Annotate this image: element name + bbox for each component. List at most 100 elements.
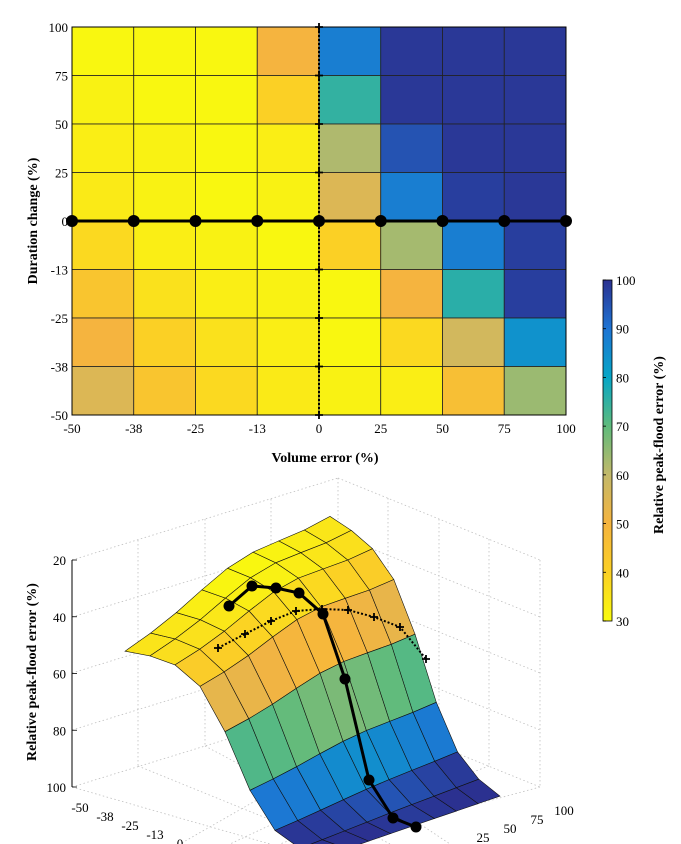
vertical-profile-marker <box>315 23 323 31</box>
heatmap-y-tick-labels: 100 75 50 25 0 -13 -25 -38 -50 <box>49 20 69 423</box>
heatmap-x-tick: 0 <box>316 421 323 436</box>
surface-circle-marker <box>363 774 375 786</box>
surface-circle-marker <box>410 821 422 833</box>
heatmap-cell <box>71 220 135 270</box>
vertical-profile-marker <box>315 314 323 322</box>
heatmap-y-tick: 75 <box>55 69 68 84</box>
surface-plus-marker <box>344 606 352 614</box>
surface-mesh <box>124 516 501 844</box>
surface-z-tick-label: 60 <box>53 667 66 682</box>
heatmap-y-tick: 100 <box>49 20 69 35</box>
surface-circle-marker <box>223 600 235 612</box>
colorbar-tick-label: 50 <box>616 517 629 532</box>
heatmap-cell <box>318 269 382 319</box>
colorbar-label: Relative peak-flood error (%) <box>652 356 667 534</box>
heatmap-cell <box>256 220 320 270</box>
heatmap-cell <box>256 317 320 367</box>
heatmap-cell <box>380 26 443 76</box>
heatmap-cell <box>503 269 567 319</box>
heatmap-cell <box>442 75 505 125</box>
heatmap-cell <box>71 172 135 222</box>
heatmap-cell <box>71 269 135 319</box>
heatmap-cell <box>318 75 382 125</box>
heatmap-x-tick: 75 <box>498 421 511 436</box>
surface-z-axis-label: Relative peak-flood error (%) <box>25 583 40 761</box>
heatmap-cell <box>71 123 135 173</box>
heatmap-cell <box>380 269 443 319</box>
heatmap-cell <box>195 26 258 76</box>
heatmap-cell <box>503 123 567 173</box>
colorbar-tick-label: 70 <box>616 419 629 434</box>
heatmap-cell <box>133 220 196 270</box>
surface-x-tick-label: 0 <box>177 836 184 844</box>
heatmap-cell <box>380 172 443 222</box>
horizontal-profile-marker <box>313 215 325 227</box>
heatmap-cell <box>503 26 567 76</box>
heatmap-cell <box>195 317 258 367</box>
heatmap-cell <box>71 317 135 367</box>
heatmap-cell <box>133 75 196 125</box>
heatmap-cell <box>503 220 567 270</box>
heatmap-cell <box>195 220 258 270</box>
surface-chart: 20 40 60 80 100 -50 -38 -25 -13 0 25 50 75 100 Rela… <box>25 477 574 844</box>
heatmap-cell <box>256 123 320 173</box>
vertical-profile-marker <box>315 265 323 274</box>
surface-y-tick-labels: 25 50 75 100 <box>477 803 574 844</box>
heatmap-cell <box>133 172 196 222</box>
heatmap-cell <box>318 220 382 270</box>
heatmap-cell <box>503 317 567 367</box>
surface-y-tick-label: 75 <box>531 812 544 827</box>
vertical-profile-marker <box>315 362 323 371</box>
heatmap-x-tick: -38 <box>125 421 142 436</box>
surface-y-tick-label: 100 <box>554 803 574 818</box>
surface-profile-lines <box>214 580 430 833</box>
heatmap-y-tick: -25 <box>51 311 68 326</box>
heatmap-y-tick: -13 <box>51 263 68 278</box>
surface-z-tick-label: 40 <box>53 610 66 625</box>
heatmap-cell <box>195 172 258 222</box>
heatmap-y-axis-label: Duration change (%) <box>26 157 41 284</box>
heatmap-cell <box>380 75 443 125</box>
vertical-profile-marker <box>315 168 323 177</box>
colorbar-gradient <box>602 279 613 622</box>
vertical-profile-marker <box>315 71 323 80</box>
heatmap-cell <box>195 123 258 173</box>
heatmap-cell <box>442 172 505 222</box>
surface-circle-marker <box>293 587 305 599</box>
colorbar-tick-label: 100 <box>616 273 636 288</box>
surface-x-tick-label: -38 <box>96 809 113 824</box>
heatmap-cell <box>256 26 320 76</box>
surface-circle-marker <box>317 608 329 620</box>
horizontal-profile-marker <box>251 215 264 227</box>
surface-plus-marker <box>292 607 300 615</box>
heatmap-cell <box>256 75 320 125</box>
heatmap-cell <box>318 317 382 367</box>
surface-y-tick-label: 25 <box>477 830 490 844</box>
heatmap-cell <box>442 123 505 173</box>
surface-z-tick-label: 20 <box>53 553 66 568</box>
heatmap-chart: -50 -38 -25 -13 0 25 50 75 100 1007550250-13-25-… <box>26 20 576 466</box>
vertical-profile-marker <box>315 411 323 419</box>
surface-z-tick-label: 100 <box>47 780 67 795</box>
surface-plus-marker <box>267 617 275 625</box>
colorbar-tick-label: 40 <box>616 565 629 580</box>
heatmap-cell <box>195 269 258 319</box>
heatmap-cell <box>318 366 382 416</box>
heatmap-x-tick: 25 <box>374 421 387 436</box>
heatmap-x-tick: -25 <box>187 421 204 436</box>
heatmap-cell <box>256 366 320 416</box>
heatmap-x-tick: 100 <box>556 421 576 436</box>
surface-facet <box>310 839 335 844</box>
heatmap-cell <box>133 366 196 416</box>
heatmap-cell <box>380 123 443 173</box>
surface-x-tick-labels: -50 -38 -25 -13 0 <box>71 800 183 844</box>
heatmap-cell <box>380 366 443 416</box>
heatmap-cell <box>442 366 505 416</box>
colorbar-tick-label: 80 <box>616 370 629 385</box>
heatmap-y-tick: 0 <box>62 214 69 229</box>
surface-circle-marker <box>246 580 258 592</box>
heatmap-cell <box>380 317 443 367</box>
heatmap-cell <box>256 172 320 222</box>
heatmap-cell <box>133 26 196 76</box>
heatmap-x-tick: -50 <box>63 421 80 436</box>
